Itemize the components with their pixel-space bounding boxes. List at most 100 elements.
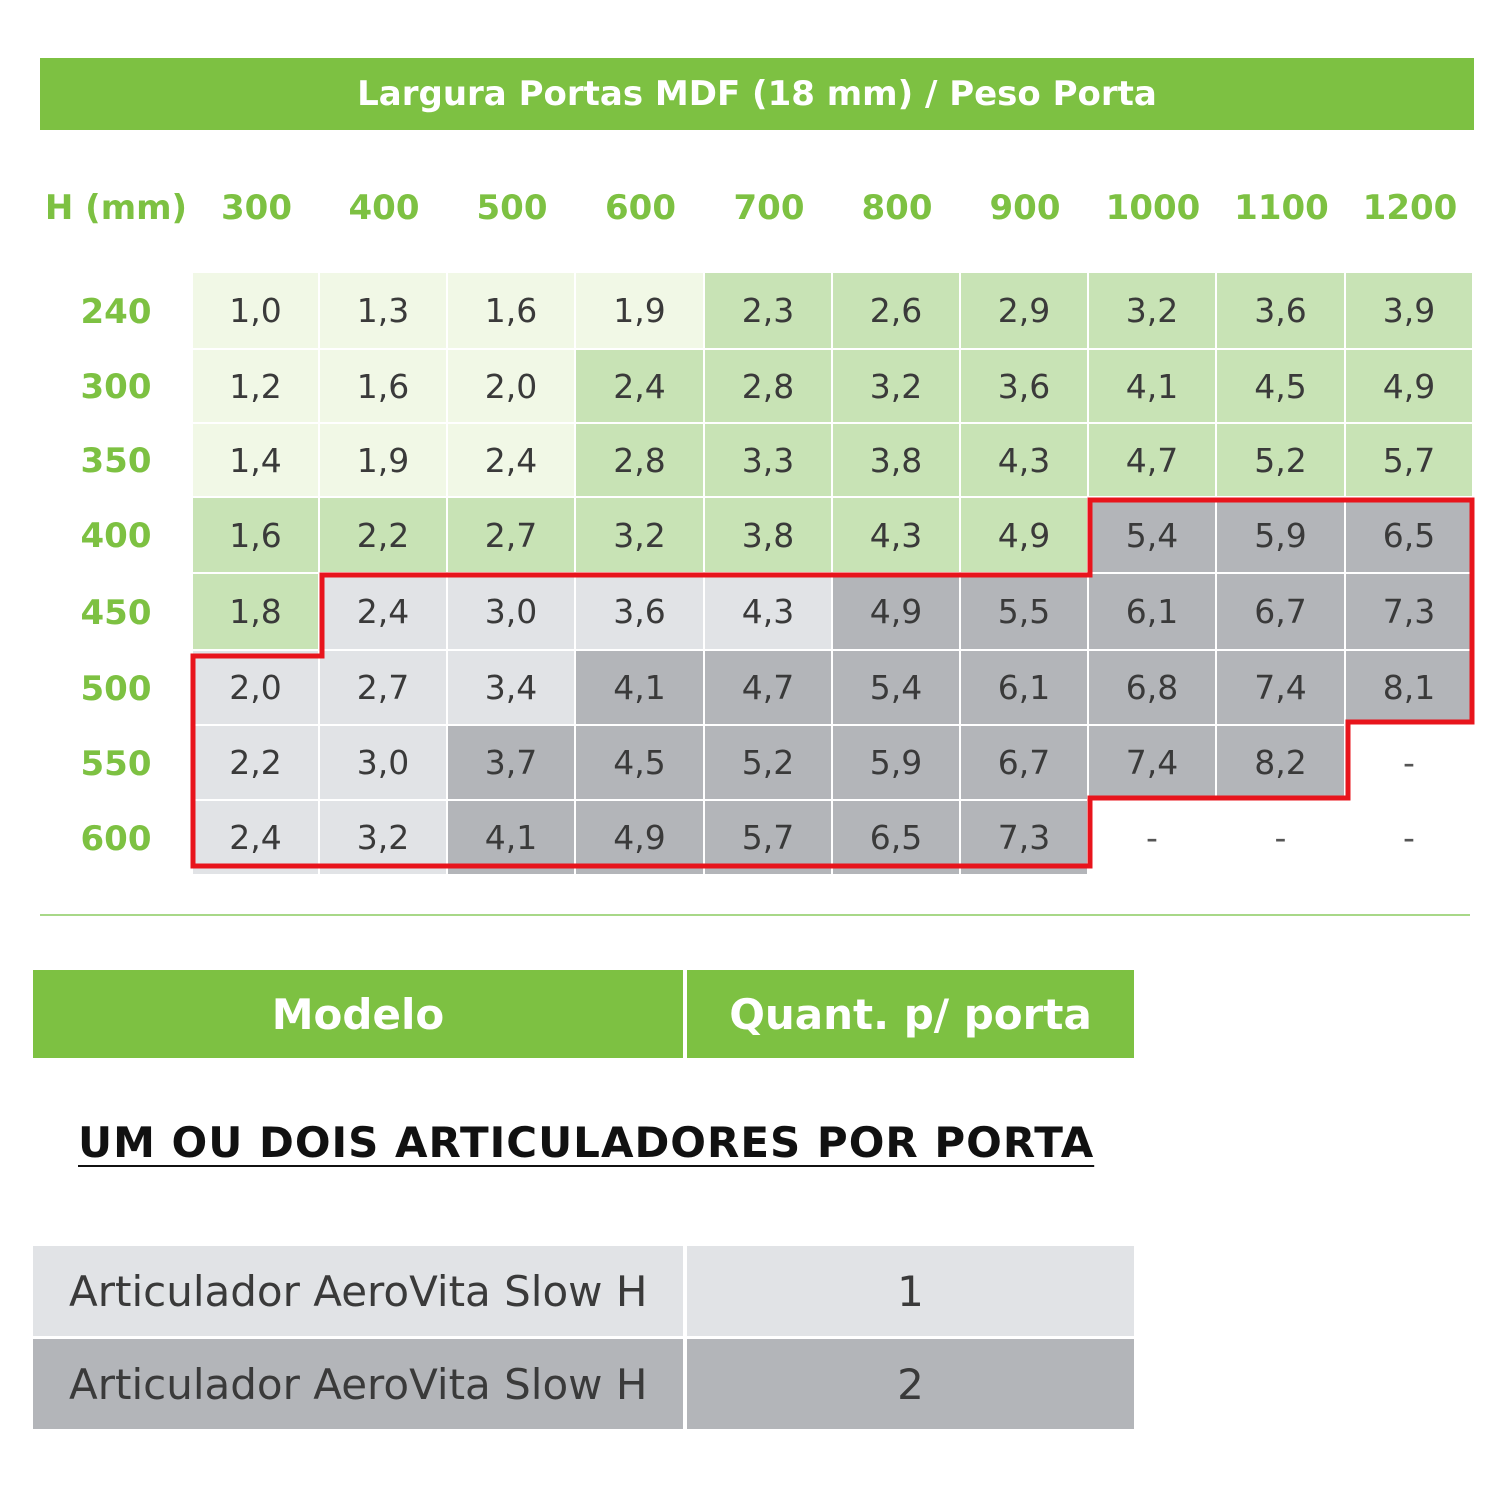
weight-cell: 3,7: [448, 726, 576, 801]
model-row-2-qty: 2: [687, 1339, 1134, 1429]
weight-cell: 2,3: [705, 273, 833, 350]
weight-cell: 6,7: [1217, 574, 1346, 651]
weight-cell: 1,4: [193, 424, 320, 498]
weight-cell: 4,9: [833, 574, 961, 651]
height-label: 450: [80, 592, 152, 633]
height-label: 240: [80, 291, 152, 332]
width-header: 400: [348, 188, 420, 228]
width-header: 300: [221, 188, 292, 228]
corner-label: H (mm): [44, 188, 188, 228]
weight-cell: 6,8: [1089, 651, 1217, 726]
weight-cell: -: [1346, 801, 1474, 876]
weight-cell: 3,6: [961, 350, 1089, 424]
weight-cell: 4,3: [961, 424, 1089, 498]
weight-cell: 5,2: [705, 726, 833, 801]
weight-cell: 2,0: [448, 350, 576, 424]
height-label: 500: [80, 668, 152, 709]
width-header: 1000: [1105, 188, 1201, 228]
weight-cell: 3,2: [833, 350, 961, 424]
width-header: 700: [733, 188, 805, 228]
weight-cell: 4,1: [576, 651, 705, 726]
weight-cell: 8,2: [1217, 726, 1346, 801]
weight-cell: 5,9: [1217, 498, 1346, 574]
weight-cell: 2,6: [833, 273, 961, 350]
model-header: Modelo: [33, 970, 683, 1058]
weight-cell: 3,0: [320, 726, 448, 801]
highlight-outline-path: [190, 497, 1475, 869]
weight-cell: 2,8: [576, 424, 705, 498]
weight-cell: 2,2: [320, 498, 448, 574]
section-divider: [40, 914, 1470, 916]
height-label: 600: [80, 818, 152, 859]
weight-cell: 7,4: [1217, 651, 1346, 726]
weight-cell: 3,9: [1346, 273, 1474, 350]
weight-cell: 3,8: [833, 424, 961, 498]
weight-cell: 1,9: [320, 424, 448, 498]
width-header: 1100: [1234, 188, 1329, 228]
weight-cell: 6,7: [961, 726, 1089, 801]
width-header: 500: [476, 188, 548, 228]
weight-cell: 5,4: [833, 651, 961, 726]
weight-cell: 1,2: [193, 350, 320, 424]
weight-cell: 1,0: [193, 273, 320, 350]
weight-cell: -: [1089, 801, 1217, 876]
weight-cell: 1,8: [193, 574, 320, 651]
weight-cell: 2,4: [576, 350, 705, 424]
model-row-1-name: Articulador AeroVita Slow H: [33, 1246, 683, 1336]
weight-cell: 8,1: [1346, 651, 1474, 726]
weight-cell: 3,2: [576, 498, 705, 574]
weight-cell: 3,6: [1217, 273, 1346, 350]
height-label: 350: [80, 441, 152, 481]
weight-cell: 2,8: [705, 350, 833, 424]
weight-cell: 1,6: [448, 273, 576, 350]
model-row-2-name: Articulador AeroVita Slow H: [33, 1339, 683, 1429]
weight-cell: 4,9: [961, 498, 1089, 574]
height-label: 550: [80, 743, 152, 784]
weight-cell: 3,0: [448, 574, 576, 651]
weight-cell: 1,3: [320, 273, 448, 350]
weight-cell: 1,6: [320, 350, 448, 424]
note-text: UM OU DOIS ARTICULADORES POR PORTA: [78, 1118, 1095, 1167]
weight-cell: 2,4: [320, 574, 448, 651]
weight-cell: 3,6: [576, 574, 705, 651]
weight-cell: 2,7: [320, 651, 448, 726]
weight-cell: -: [1217, 801, 1346, 876]
weight-cell: 4,3: [705, 574, 833, 651]
weight-cell: 6,5: [1346, 498, 1474, 574]
weight-cell: 5,7: [1346, 424, 1474, 498]
weight-cell: 2,2: [193, 726, 320, 801]
weight-cell: 2,9: [961, 273, 1089, 350]
table-title: Largura Portas MDF (18 mm) / Peso Porta: [40, 58, 1474, 130]
weight-cell: 7,4: [1089, 726, 1217, 801]
weight-cell: 3,8: [705, 498, 833, 574]
weight-cell: 2,0: [193, 651, 320, 726]
weight-cell: 3,2: [1089, 273, 1217, 350]
height-label: 300: [80, 367, 152, 407]
weight-cell: 4,7: [1089, 424, 1217, 498]
weight-cell: 6,1: [1089, 574, 1217, 651]
weight-cell: 4,9: [1346, 350, 1474, 424]
weight-cell: 5,2: [1217, 424, 1346, 498]
weight-cell: 5,9: [833, 726, 961, 801]
weight-cell: 4,3: [833, 498, 961, 574]
weight-cell: 4,1: [1089, 350, 1217, 424]
model-row-1-qty: 1: [687, 1246, 1134, 1336]
weight-cell: 4,7: [705, 651, 833, 726]
width-header: 900: [989, 188, 1061, 228]
weight-cell: 5,4: [1089, 498, 1217, 574]
width-header: 1200: [1362, 188, 1458, 228]
weight-cell: 5,5: [961, 574, 1089, 651]
weight-cell: 1,6: [193, 498, 320, 574]
weight-cell: 4,5: [576, 726, 705, 801]
width-header: 800: [861, 188, 933, 228]
weight-cell: 6,1: [961, 651, 1089, 726]
weight-cell: 1,9: [576, 273, 705, 350]
weight-cell: 3,3: [705, 424, 833, 498]
weight-cell: -: [1346, 726, 1474, 801]
weight-cell: 3,4: [448, 651, 576, 726]
weight-cell: 2,4: [448, 424, 576, 498]
height-label: 400: [80, 516, 152, 556]
quantity-header: Quant. p/ porta: [687, 970, 1134, 1058]
width-header: 600: [605, 188, 676, 228]
weight-cell: 4,5: [1217, 350, 1346, 424]
